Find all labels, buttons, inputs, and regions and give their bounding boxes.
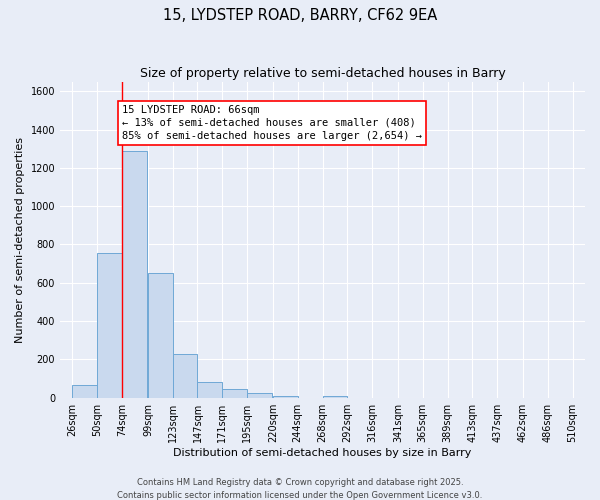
Bar: [273, 396, 298, 398]
Bar: [73, 386, 97, 398]
Bar: [323, 396, 347, 398]
Bar: [97, 253, 122, 398]
Text: 15 LYDSTEP ROAD: 66sqm
← 13% of semi-detached houses are smaller (408)
85% of se: 15 LYDSTEP ROAD: 66sqm ← 13% of semi-det…: [122, 104, 422, 141]
X-axis label: Distribution of semi-detached houses by size in Barry: Distribution of semi-detached houses by …: [173, 448, 472, 458]
Text: 15, LYDSTEP ROAD, BARRY, CF62 9EA: 15, LYDSTEP ROAD, BARRY, CF62 9EA: [163, 8, 437, 22]
Title: Size of property relative to semi-detached houses in Barry: Size of property relative to semi-detach…: [140, 68, 505, 80]
Text: Contains HM Land Registry data © Crown copyright and database right 2025.
Contai: Contains HM Land Registry data © Crown c…: [118, 478, 482, 500]
Bar: [173, 354, 197, 398]
Bar: [247, 393, 272, 398]
Bar: [148, 273, 173, 398]
Y-axis label: Number of semi-detached properties: Number of semi-detached properties: [15, 136, 25, 342]
Bar: [197, 382, 222, 398]
Bar: [222, 389, 247, 398]
Bar: [122, 150, 147, 398]
